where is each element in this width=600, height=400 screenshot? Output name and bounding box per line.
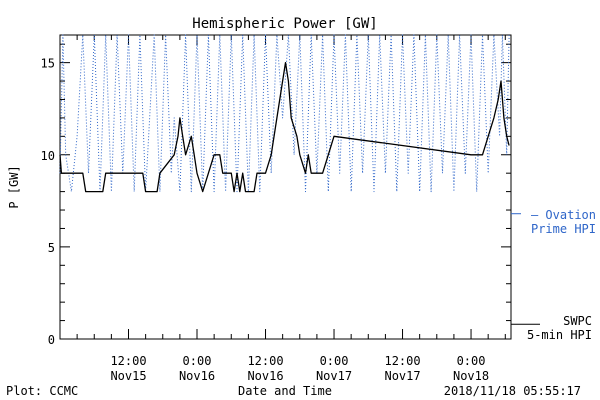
x-axis-label: Date and Time [238,384,332,398]
x-tick-time-label: 12:00 [110,354,146,368]
y-axis-label: P [GW] [7,165,21,208]
legend-ovation-label: Prime HPI [531,222,596,236]
y-axis: 0 5 10 15 [41,43,511,347]
x-tick-time-label: 0:00 [183,354,212,368]
y-tick-label: 10 [41,149,55,163]
x-tick-time-label: 0:00 [457,354,486,368]
legend-ovation-label: — Ovation [531,208,596,222]
y-tick-label: 15 [41,57,55,71]
x-tick-date-label: Nov15 [110,369,146,383]
x-tick-date-label: Nov18 [453,369,489,383]
chart-title: Hemispheric Power [GW] [192,16,377,32]
x-tick-time-label: 0:00 [320,354,349,368]
footer-timestamp: 2018/11/18 05:55:17 [444,384,581,398]
legend-swpc-label: SWPC [563,314,592,328]
y-tick-label: 0 [48,333,55,347]
x-tick-date-label: Nov17 [384,369,420,383]
series-line-swpc-5-min-hpi [59,61,510,193]
x-tick-time-label: 12:00 [247,354,283,368]
footer-plot-credit: Plot: CCMC [6,384,78,398]
x-axis: 12:00Nov150:00Nov1612:00Nov160:00Nov1712… [76,35,506,383]
plot-frame [59,34,512,340]
x-tick-date-label: Nov17 [316,369,352,383]
x-tick-date-label: Nov16 [247,369,283,383]
series-layer [59,34,510,193]
x-tick-time-label: 12:00 [384,354,420,368]
legend-swpc-label: 5-min HPI [527,328,592,342]
x-tick-date-label: Nov16 [179,369,215,383]
series-line-ovation-prime-hpi [59,34,510,193]
y-tick-label: 5 [48,241,55,255]
